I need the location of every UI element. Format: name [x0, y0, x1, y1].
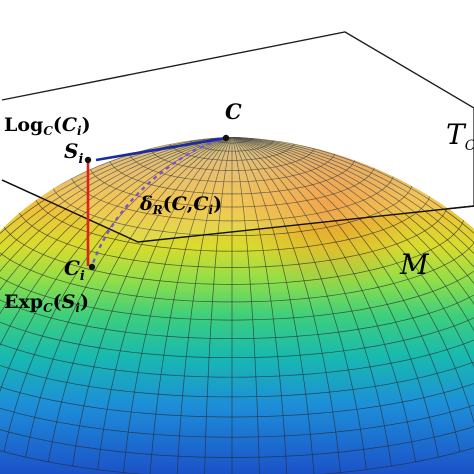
mesh-meridian-line	[0, 137, 233, 419]
mesh-meridian-line	[231, 137, 461, 452]
mesh-meridian-line	[0, 137, 233, 434]
mesh-meridian-line	[0, 137, 233, 403]
mesh-meridian-line	[231, 137, 474, 427]
mesh-meridian-line	[231, 137, 474, 411]
point-c-i	[88, 263, 96, 271]
mesh-meridian-line	[204, 137, 233, 474]
mesh-meridian-line	[97, 137, 233, 470]
mesh-meridian-line	[231, 137, 474, 395]
mesh-meridian-line	[149, 137, 233, 474]
mesh-meridian-line	[25, 137, 233, 458]
mesh-meridian-line	[231, 137, 315, 474]
mesh-meridian-line	[231, 137, 474, 419]
mesh-meridian-line	[231, 137, 392, 467]
label-c: C	[225, 99, 242, 124]
mesh-meridian-line	[231, 137, 474, 403]
label-manifold: M	[399, 248, 430, 281]
mesh-meridian-line	[231, 137, 260, 474]
mesh-meridian-line	[231, 137, 474, 440]
mesh-meridian-line	[231, 137, 474, 434]
mesh-meridian-line	[72, 137, 233, 467]
mesh-meridian-line	[231, 137, 474, 387]
tangent-vector	[95, 136, 227, 162]
mesh-meridian-line	[0, 137, 233, 427]
mesh-meridian-line	[231, 137, 474, 447]
mesh-meridian-line	[231, 137, 416, 462]
mesh-meridian-line	[231, 137, 288, 474]
mesh-meridian-line	[231, 137, 341, 473]
manifold-surface	[0, 137, 474, 474]
point-s-i	[84, 156, 92, 164]
mesh-meridian-line	[231, 137, 439, 458]
mesh-meridian-line	[123, 137, 233, 473]
label-c-i: Ci	[64, 256, 85, 284]
label-exp-map: ExpC(Si)	[4, 291, 89, 315]
point-c	[222, 134, 230, 142]
mesh-meridian-line	[231, 137, 367, 470]
tangent-plane-front	[2, 32, 474, 242]
mesh-meridian-line	[48, 137, 233, 462]
label-s-i: Si	[64, 139, 83, 167]
mesh-meridian-line	[176, 137, 233, 474]
label-geodesic-distance: δR(C,Ci)	[139, 193, 222, 217]
label-log-map: LogC(Ci)	[4, 114, 91, 138]
tangent-plane-edge	[1, 179, 474, 243]
geodesic-curve	[90, 136, 227, 267]
mesh-meridian-line	[0, 137, 233, 411]
mesh-meridian-line	[0, 137, 233, 447]
mesh-meridian-line	[0, 137, 233, 440]
label-tangent-space: TC	[446, 118, 474, 154]
mesh-meridian-line	[3, 137, 233, 452]
